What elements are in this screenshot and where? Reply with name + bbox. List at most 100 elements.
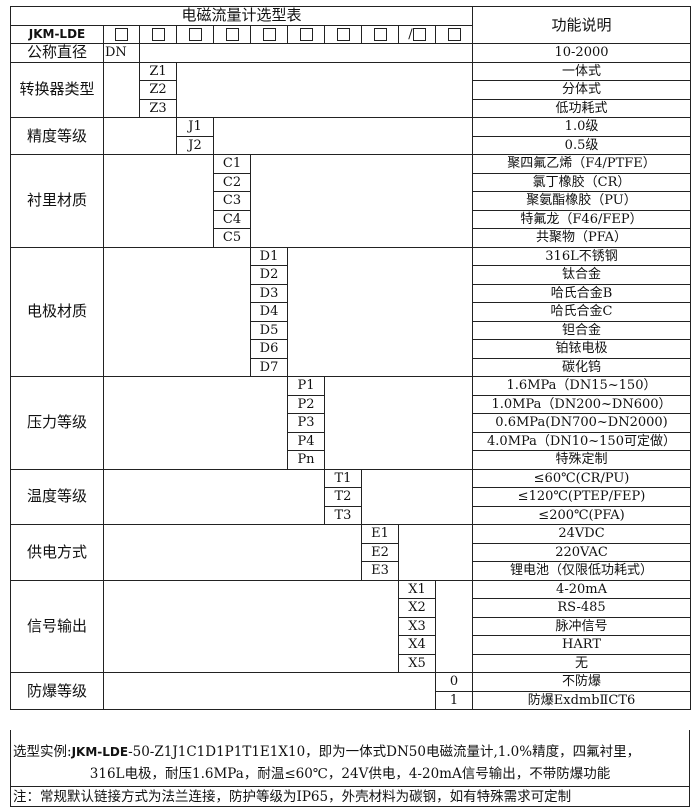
code-box-cell [361, 24, 399, 44]
option-function: 特氟龙（F46/FEP） [472, 209, 692, 229]
empty-cell [360, 468, 474, 525]
table-row: 1 防爆ExdmbⅡCT6 [11, 690, 692, 710]
option-code: E1 [361, 524, 399, 544]
option-code: P4 [287, 431, 325, 451]
table-row: D7 碳化钨 [11, 357, 692, 377]
option-function: 0.6MPa(DN700~DN2000) [472, 413, 692, 433]
code-box-cell [139, 24, 177, 44]
option-code: X5 [398, 653, 436, 673]
empty-cell [397, 524, 474, 581]
option-function: 共聚物（PFA） [472, 228, 692, 248]
model-prefix: JKM-LDE [10, 24, 104, 44]
table-title: 电磁流量计选型表 [9, 6, 474, 26]
code-box [373, 27, 387, 41]
code-box [336, 27, 350, 41]
empty-cell [323, 376, 474, 470]
option-code: D3 [250, 283, 288, 303]
notes-box: 选型实例:JKM-LDE-50-Z1J1C1D1P1T1E1X10，即为一体式D… [10, 730, 690, 807]
example-line-1: 选型实例:JKM-LDE-50-Z1J1C1D1P1T1E1X10，即为一体式D… [13, 740, 640, 760]
table-row: P3 0.6MPa(DN700~DN2000) [11, 413, 692, 433]
table-row: P2 1.0MPa（DN200~DN600） [11, 394, 692, 414]
option-function: 无 [472, 653, 692, 673]
option-code: P3 [287, 413, 325, 433]
code-box [151, 27, 165, 41]
option-code: 0 [434, 672, 474, 692]
option-function: 316L不锈钢 [472, 246, 692, 266]
option-function: HART [472, 635, 692, 655]
function-header: 功能说明 [472, 6, 692, 44]
option-code: J1 [176, 117, 214, 137]
option-function: 钽合金 [472, 320, 692, 340]
table-row: 温度等级 T1 ≤60℃(CR/PU) [10, 468, 692, 525]
empty-cell [249, 154, 474, 248]
group-label: 温度等级 [10, 468, 104, 525]
nominal-diameter-label: 公称直径 [10, 43, 104, 63]
table-row: 精度等级 J1 1.0级 [10, 117, 692, 155]
option-function: 低功耗式 [472, 98, 692, 118]
option-code: Pn [287, 450, 325, 470]
option-code: E2 [361, 542, 399, 562]
code-box-cell [434, 24, 474, 44]
option-code: D2 [250, 265, 288, 285]
table-row: C2 氯丁橡胶（CR） [11, 172, 692, 192]
option-function: 1.0MPa（DN200~DN600） [472, 394, 692, 414]
option-code: P1 [287, 376, 325, 396]
group-label: 供电方式 [10, 524, 104, 581]
option-function: 特殊定制 [472, 450, 692, 470]
option-code: C5 [213, 228, 251, 248]
option-code: C2 [213, 172, 251, 192]
table-row: C3 聚氨酯橡胶（PU） [11, 191, 692, 211]
option-function: ≤120℃(PTEP/FEP) [472, 487, 692, 507]
code-box-cell [213, 24, 251, 44]
empty-cell [103, 672, 436, 710]
option-code: D6 [250, 339, 288, 359]
option-code: X2 [398, 598, 436, 618]
nominal-diameter-code: DN [103, 43, 140, 63]
option-function: 氯丁橡胶（CR） [472, 172, 692, 192]
group-label: 压力等级 [10, 376, 104, 470]
selection-table: 电磁流量计选型表 功能说明 JKM-LDE / 公称直径 DN 10-2000 转换器类型 Z1… [9, 6, 692, 710]
empty-cell [103, 154, 214, 248]
option-code: X4 [398, 635, 436, 655]
empty-cell [212, 117, 474, 155]
option-code: Z2 [139, 80, 177, 100]
code-box-cell: / [398, 24, 436, 44]
option-code: P2 [287, 394, 325, 414]
option-code: T2 [324, 487, 362, 507]
group-label: 衬里材质 [10, 154, 104, 248]
option-code: D7 [250, 357, 288, 377]
option-function: 1.0级 [472, 117, 692, 137]
option-code: X1 [398, 579, 436, 599]
example-line-2: 316L电极，耐压1.6MPa，耐温≤60℃，24V供电，4-20mA信号输出，… [89, 766, 611, 782]
option-function: 220VAC [472, 542, 692, 562]
code-box-cell [250, 24, 288, 44]
table-row: C4 特氟龙（F46/FEP） [11, 209, 692, 229]
option-code: C3 [213, 191, 251, 211]
option-function: 一体式 [472, 61, 692, 81]
code-box-cell [176, 24, 214, 44]
option-code: E3 [361, 561, 399, 581]
table-row: 信号输出 X1 4-20mA [10, 579, 692, 673]
code-box [262, 27, 276, 41]
option-function: 聚四氟乙烯（F4/PTFE） [472, 154, 692, 174]
option-function: 锂电池（仅限低功耗式） [472, 561, 692, 581]
group-label: 信号输出 [10, 579, 104, 673]
code-box [447, 27, 461, 41]
table-row: X2 RS-485 [11, 598, 692, 618]
option-function: 0.5级 [472, 135, 692, 155]
code-box [115, 27, 128, 41]
option-function: 1.6MPa（DN15~150） [472, 376, 692, 396]
table-row: 转换器类型 Z1 一体式 [10, 61, 692, 118]
table-row: X5 无 [11, 653, 692, 673]
option-function: 铂铱电极 [472, 339, 692, 359]
table-row: 防爆等级 0 不防爆 [10, 672, 692, 710]
group-label: 电极材质 [10, 246, 104, 377]
option-function: 24VDC [472, 524, 692, 544]
empty-cell [103, 376, 288, 470]
code-box-cell [287, 24, 325, 44]
empty-cell [103, 468, 325, 525]
example-code-rest: -50-Z1J1C1D1P1T1E1X10，即为一体式DN50电磁流量计,1.0… [128, 744, 641, 760]
empty-cell [103, 117, 177, 155]
option-code: X3 [398, 616, 436, 636]
option-code: T3 [324, 505, 362, 525]
